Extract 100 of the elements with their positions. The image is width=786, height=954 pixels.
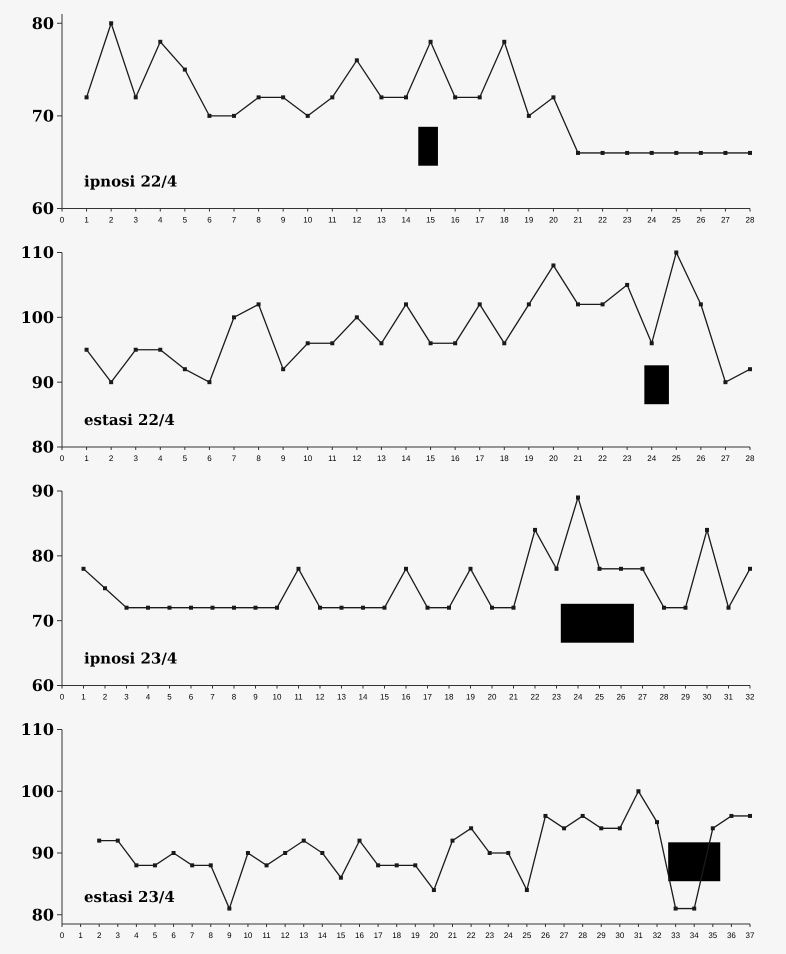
y-tick-label: 100 — [20, 308, 54, 327]
point — [428, 40, 433, 44]
point — [134, 863, 138, 868]
x-tick-label: 11 — [294, 692, 304, 702]
x-tick-label: 22 — [466, 931, 476, 940]
point — [376, 863, 380, 868]
x-tick-label: 9 — [253, 692, 258, 702]
point — [379, 341, 384, 346]
point — [109, 380, 114, 384]
y-tick-label: 70 — [32, 611, 54, 630]
point — [619, 566, 623, 571]
point — [640, 566, 644, 571]
x-tick-label: 0 — [60, 931, 65, 940]
x-tick-label: 6 — [188, 692, 194, 702]
x-tick-label: 16 — [450, 216, 460, 224]
point — [338, 876, 343, 880]
y-tick-label: 80 — [32, 905, 54, 924]
point — [103, 586, 107, 590]
point — [468, 566, 472, 571]
x-tick-label: 4 — [146, 692, 151, 702]
point — [748, 367, 752, 372]
point — [524, 888, 529, 892]
x-tick-label: 10 — [303, 216, 313, 224]
x-tick-label: 2 — [102, 692, 108, 702]
x-tick-label: 25 — [672, 454, 682, 463]
x-tick-label: 36 — [726, 931, 736, 940]
point — [748, 566, 752, 571]
point — [655, 820, 660, 824]
point — [109, 21, 114, 26]
point — [662, 606, 666, 610]
point — [426, 606, 430, 610]
point — [478, 302, 482, 306]
point — [650, 150, 654, 155]
x-tick-label: 0 — [60, 454, 65, 463]
point — [447, 606, 451, 610]
point — [330, 95, 334, 100]
x-tick-label: 12 — [352, 454, 362, 463]
x-tick-label: 30 — [615, 931, 625, 940]
x-tick-label: 9 — [227, 931, 232, 940]
point — [168, 606, 172, 610]
x-tick-label: 14 — [318, 931, 328, 940]
y-tick-label: 80 — [32, 14, 54, 33]
point — [551, 95, 556, 100]
x-tick-label: 14 — [358, 692, 368, 702]
point — [562, 826, 566, 830]
point — [318, 606, 322, 610]
x-tick-label: 18 — [444, 692, 454, 702]
x-tick-label: 32 — [652, 931, 662, 940]
x-tick-label: 33 — [671, 931, 681, 940]
x-tick-label: 24 — [504, 931, 514, 940]
point — [354, 58, 359, 62]
x-tick-label: 17 — [423, 692, 432, 702]
x-tick-label: 37 — [746, 931, 755, 940]
point — [600, 302, 605, 306]
point — [158, 348, 162, 352]
x-tick-label: 26 — [696, 216, 706, 224]
x-tick-label: 22 — [598, 216, 608, 224]
x-tick-label: 17 — [374, 931, 384, 940]
x-tick-label: 3 — [133, 454, 138, 463]
x-tick-label: 23 — [552, 692, 562, 702]
x-tick-label: 21 — [448, 931, 458, 940]
point — [580, 814, 585, 818]
x-tick-label: 6 — [171, 931, 176, 940]
point — [146, 606, 150, 610]
x-tick-label: 31 — [724, 692, 734, 702]
point — [674, 906, 678, 911]
x-tick-label: 29 — [681, 692, 690, 702]
x-tick-label: 2 — [108, 454, 114, 463]
x-tick-label: 17 — [475, 216, 485, 224]
point — [502, 341, 506, 346]
x-tick-label: 26 — [616, 692, 626, 702]
x-tick-label: 27 — [720, 454, 730, 463]
x-tick-label: 11 — [262, 931, 272, 940]
x-tick-label: 11 — [328, 216, 337, 224]
point — [340, 606, 344, 610]
point — [502, 40, 506, 44]
y-tick-label: 90 — [32, 844, 54, 863]
x-tick-label: 8 — [208, 931, 214, 940]
point — [97, 838, 102, 843]
annotation: ipnosi 23/4 — [84, 650, 178, 668]
point — [469, 826, 474, 830]
point — [723, 150, 728, 155]
point — [283, 850, 288, 855]
point — [490, 606, 494, 610]
x-tick-label: 25 — [522, 931, 532, 940]
x-tick-label: 8 — [256, 216, 262, 224]
x-tick-label: 14 — [402, 216, 411, 224]
x-tick-label: 27 — [720, 216, 730, 224]
point — [281, 367, 286, 372]
point — [453, 341, 458, 346]
point — [551, 263, 556, 268]
x-tick-label: 13 — [337, 692, 346, 702]
x-tick-label: 26 — [541, 931, 550, 940]
x-tick-label: 8 — [232, 692, 237, 702]
point — [124, 606, 128, 610]
x-tick-label: 15 — [380, 692, 390, 702]
x-tick-label: 7 — [190, 931, 195, 940]
x-tick-label: 20 — [488, 692, 497, 702]
point — [189, 606, 193, 610]
point — [748, 150, 752, 155]
